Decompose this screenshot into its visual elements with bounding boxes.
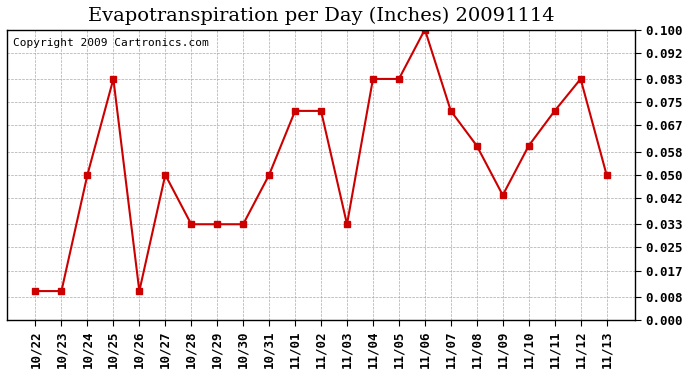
- Title: Evapotranspiration per Day (Inches) 20091114: Evapotranspiration per Day (Inches) 2009…: [88, 7, 554, 25]
- Text: Copyright 2009 Cartronics.com: Copyright 2009 Cartronics.com: [13, 38, 209, 48]
